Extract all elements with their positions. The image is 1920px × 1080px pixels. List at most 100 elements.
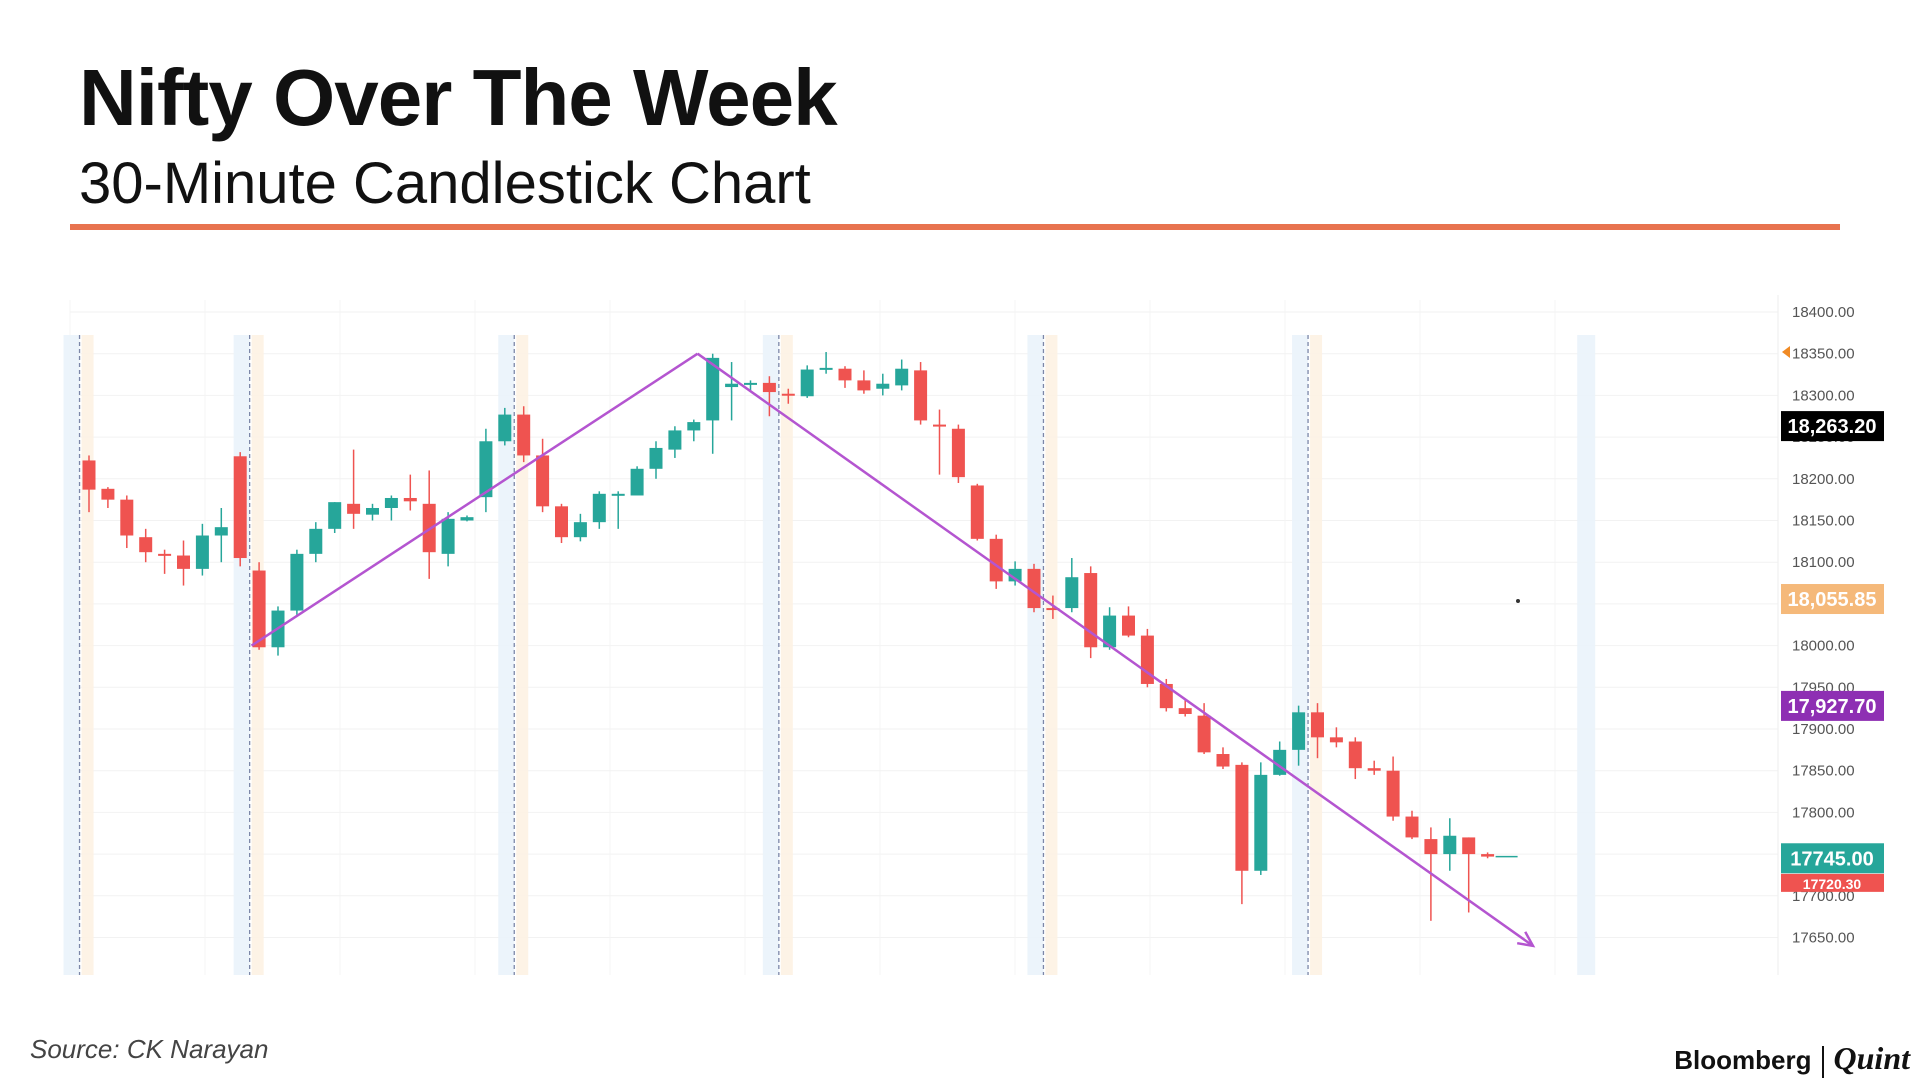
candle-body [366,507,379,515]
candle-body [120,499,134,536]
price-label-bg [1781,690,1884,721]
candle-body [1311,712,1324,738]
session-band [516,335,529,975]
candle-body [460,517,474,521]
candle-body [309,528,323,554]
candle-body [384,497,398,508]
candle-body [1443,835,1457,855]
candle-body [1235,764,1249,871]
candle-body [1254,774,1268,871]
candle-body [1481,854,1495,857]
candle-body [1292,712,1306,750]
candle-body [1405,816,1419,838]
candle-body [1462,837,1476,855]
chart-subtitle: 30-Minute Candlestick Chart [79,151,811,216]
session-band [762,335,779,975]
brand-bloomberg: Bloomberg [1674,1045,1812,1075]
price-label-text: 18,263.20 [1788,416,1877,438]
candle-body [1424,839,1438,855]
candle-body [555,506,568,538]
trend-arrow-head [1516,931,1536,948]
session-band [251,335,264,975]
y-tick-label: 17900.00 [1792,721,1855,738]
price-label-text: 17745.00 [1790,848,1873,870]
candle-body [725,383,739,388]
candle-body [838,368,852,381]
candle-body [1159,683,1173,709]
candle-body [687,422,701,431]
candle-body [101,488,115,500]
candle-body [139,537,153,553]
trendline [696,352,1534,947]
candle-body [744,382,757,385]
candle-body [970,485,984,539]
candle-body [819,367,833,370]
session-band [1577,335,1596,975]
price-marker-icon [1782,346,1790,358]
brand-separator [1821,1046,1824,1079]
candle-body [611,493,625,496]
candle-body [1122,615,1135,636]
candle-body [1065,577,1079,609]
candle-body [1140,635,1154,684]
y-tick-label: 18000.00 [1792,638,1855,655]
candle-body [1329,737,1343,743]
candle-body [517,414,531,456]
candle-body [1216,754,1230,767]
candle-body [592,493,606,523]
candle-body [1027,568,1041,609]
candle-body [347,503,361,514]
session-band [1027,335,1044,975]
candle-body [876,383,890,389]
y-tick-label: 18150.00 [1792,513,1855,530]
y-tick-label: 18350.00 [1792,346,1855,363]
candle-body [177,555,190,569]
candle-body [195,535,209,569]
candle-body [914,370,928,421]
session-band [1045,335,1058,975]
title-rule [70,224,1840,230]
session-band [1310,335,1323,975]
brand-logo: Bloomberg Quint [1674,1040,1910,1079]
candle-body [1103,615,1117,648]
candle-body [498,414,512,442]
price-label-bg [1781,411,1884,442]
candle-body [233,456,247,559]
candle-body [441,518,455,554]
y-tick-label: 17800.00 [1792,804,1855,821]
candle-body [781,393,795,396]
candle-body [649,447,663,469]
price-label-bg [1781,873,1884,892]
candle-body [1367,768,1381,771]
candle-body [800,369,814,397]
session-band [63,335,80,975]
candle-body [328,502,342,529]
candle-body [951,428,965,478]
source-note: Source: CK Narayan [30,1034,269,1064]
candle-body [82,460,96,490]
y-tick-label: 17650.00 [1792,930,1855,947]
candle-body [214,527,228,536]
candle-body [895,368,909,386]
candle-body [1046,608,1060,611]
candle-body [1197,715,1211,753]
candle-body [573,522,587,538]
brand-quint: Quint [1833,1040,1910,1076]
marker-dot [1516,599,1520,603]
candle-body [857,380,871,391]
candle-body [1386,770,1400,817]
candle-body [706,357,720,421]
y-tick-label: 17850.00 [1792,763,1855,780]
chart-title: Nifty Over The Week [79,53,838,142]
candle-body [479,441,493,498]
y-tick-label: 18300.00 [1792,387,1855,404]
candle-body [1348,741,1362,769]
price-label-bg [1781,584,1884,615]
candle-body [1008,568,1022,582]
candle-body [762,382,776,393]
y-tick-label: 18400.00 [1792,304,1855,321]
y-tick-label: 18200.00 [1792,471,1855,488]
session-band [81,335,94,975]
candle-body [158,553,172,556]
candle-body [252,570,266,648]
